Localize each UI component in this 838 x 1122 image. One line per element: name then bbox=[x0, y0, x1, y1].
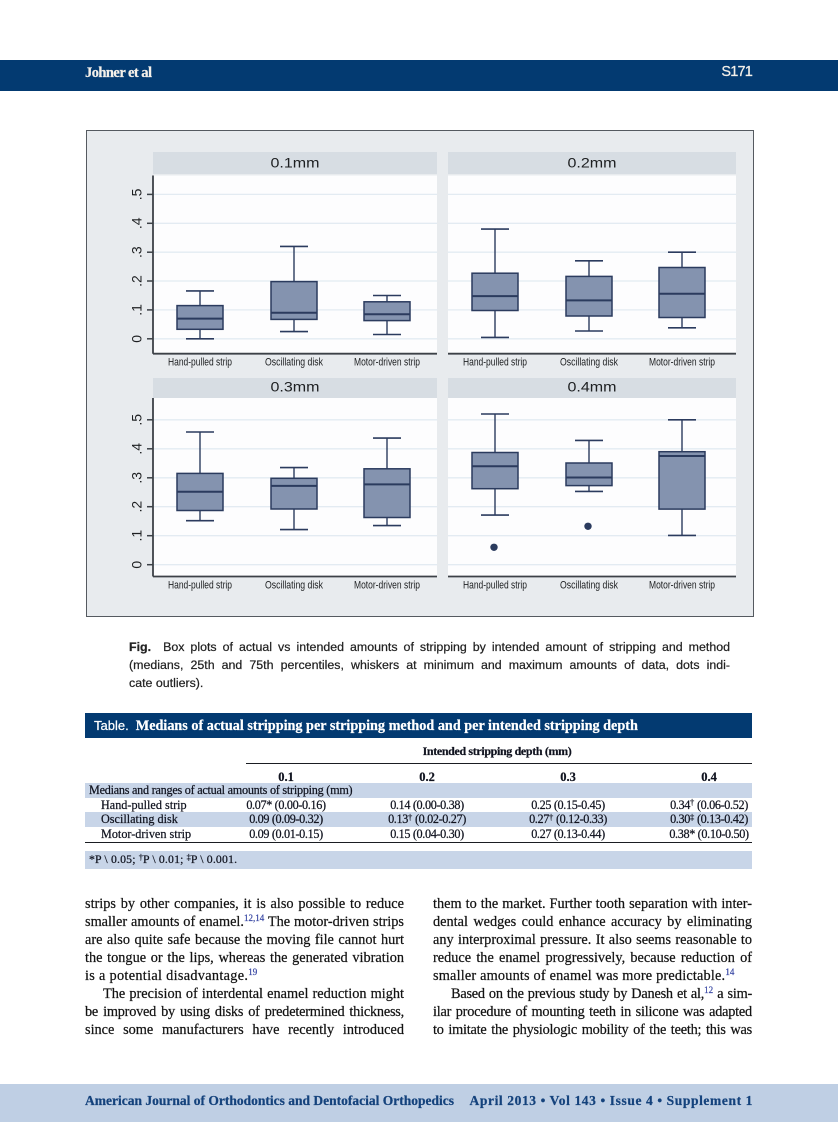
svg-text:.4: .4 bbox=[128, 443, 144, 455]
svg-text:Motor-driven strip: Motor-driven strip bbox=[649, 580, 715, 592]
svg-text:Oscillating disk: Oscillating disk bbox=[265, 357, 323, 369]
svg-text:.5: .5 bbox=[128, 188, 144, 200]
svg-text:Hand-pulled strip: Hand-pulled strip bbox=[168, 580, 232, 592]
svg-text:Motor-driven strip: Motor-driven strip bbox=[354, 580, 420, 592]
svg-text:0.2mm: 0.2mm bbox=[568, 155, 617, 171]
svg-text:0.1mm: 0.1mm bbox=[271, 155, 320, 171]
svg-text:.3: .3 bbox=[128, 246, 144, 258]
svg-text:Hand-pulled strip: Hand-pulled strip bbox=[168, 357, 232, 369]
svg-text:.4: .4 bbox=[128, 217, 144, 229]
svg-text:.2: .2 bbox=[128, 275, 144, 287]
svg-text:0: 0 bbox=[128, 335, 144, 343]
svg-text:0: 0 bbox=[128, 561, 144, 569]
svg-text:.1: .1 bbox=[128, 530, 144, 542]
svg-text:Oscillating disk: Oscillating disk bbox=[265, 580, 323, 592]
svg-text:Hand-pulled strip: Hand-pulled strip bbox=[463, 357, 527, 369]
svg-text:.2: .2 bbox=[128, 501, 144, 513]
svg-text:.3: .3 bbox=[128, 472, 144, 484]
svg-text:Oscillating disk: Oscillating disk bbox=[560, 357, 618, 369]
svg-text:Oscillating disk: Oscillating disk bbox=[560, 580, 618, 592]
svg-text:0.4mm: 0.4mm bbox=[568, 379, 617, 395]
svg-text:.1: .1 bbox=[128, 304, 144, 316]
svg-text:0.3mm: 0.3mm bbox=[271, 379, 320, 395]
svg-text:.5: .5 bbox=[128, 414, 144, 426]
svg-text:Hand-pulled strip: Hand-pulled strip bbox=[463, 580, 527, 592]
svg-text:Motor-driven strip: Motor-driven strip bbox=[354, 357, 420, 369]
svg-text:Motor-driven strip: Motor-driven strip bbox=[649, 357, 715, 369]
